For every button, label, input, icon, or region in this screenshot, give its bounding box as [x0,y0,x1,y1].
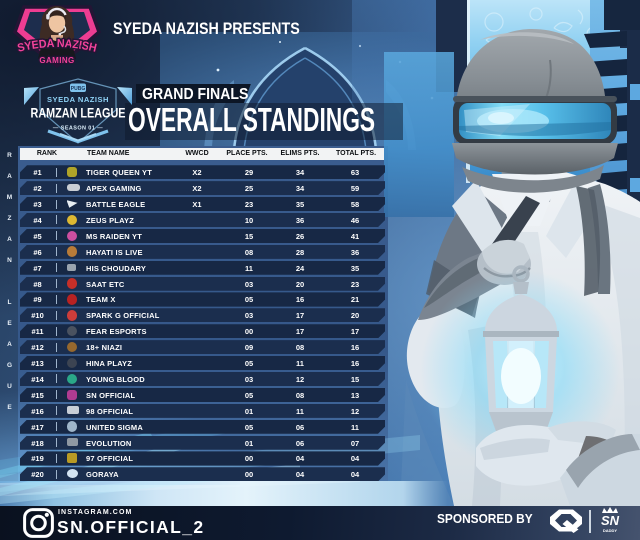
svg-text:GAMING: GAMING [39,56,74,65]
svg-text:DADDY: DADDY [603,528,618,533]
svg-text:SN: SN [601,513,620,528]
svg-text:— SEASON 01 —: — SEASON 01 — [53,126,103,132]
svg-text:SYEDA NAZISH: SYEDA NAZISH [16,38,97,55]
svg-text:SYEDA NAZISH: SYEDA NAZISH [47,95,109,104]
svg-text:RAMZAN LEAGUE: RAMZAN LEAGUE [31,105,126,121]
svg-text:PUBG: PUBG [71,86,86,92]
